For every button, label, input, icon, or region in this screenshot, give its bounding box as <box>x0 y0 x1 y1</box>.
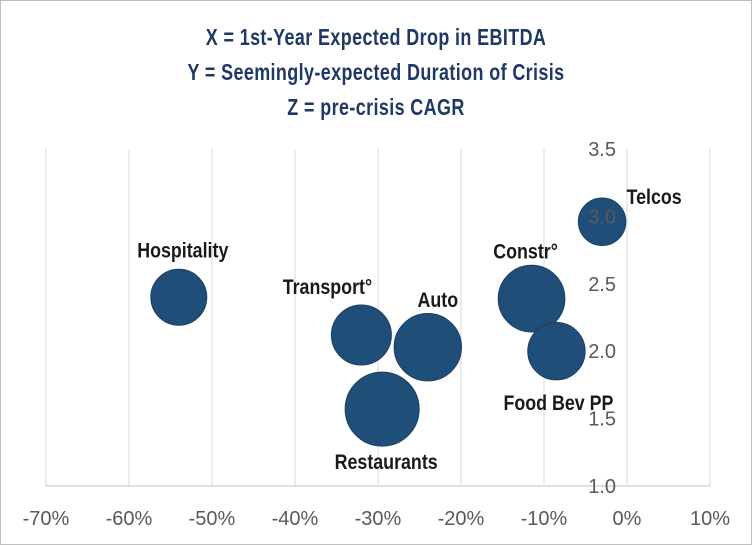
x-tick-label: -70% <box>23 508 70 530</box>
bubble-label: Hospitality <box>137 239 228 263</box>
y-tick-label: 3.0 <box>588 206 616 228</box>
y-axis-ticks: 1.0 1.5 2.0 2.5 3.0 3.5 <box>588 139 616 498</box>
y-tick-label: 1.0 <box>588 476 616 498</box>
bubble <box>577 197 627 247</box>
x-tick-label: -60% <box>106 508 153 530</box>
bubble <box>393 312 462 382</box>
bubble <box>330 304 392 366</box>
y-tick-label: 3.5 <box>588 139 616 161</box>
bubble <box>344 371 420 447</box>
x-tick-label: -40% <box>272 508 319 530</box>
bubble-label: Auto <box>417 289 458 313</box>
bubble <box>527 322 586 381</box>
bubble-label: Telcos <box>627 185 682 209</box>
y-tick-label: 2.0 <box>588 341 616 363</box>
bubble <box>497 264 566 333</box>
x-tick-label: 10% <box>690 508 730 530</box>
x-tick-label: -50% <box>189 508 236 530</box>
chart-title-line-1: X = 1st-Year Expected Drop in EBITDA <box>205 24 547 50</box>
x-axis-ticks: -70% -60% -50% -40% -30% -20% -10% 0% 10% <box>23 508 731 530</box>
x-tick-label: 0% <box>613 508 642 530</box>
bubble-label: Restaurants <box>335 451 438 475</box>
bubble <box>150 268 208 326</box>
x-tick-label: -20% <box>438 508 485 530</box>
x-tick-label: -30% <box>355 508 402 530</box>
x-tick-label: -10% <box>521 508 568 530</box>
y-tick-label: 2.5 <box>588 274 616 296</box>
bubble-label: Food Bev PP <box>503 392 613 416</box>
bubble-label: Constr° <box>493 240 558 264</box>
chart-title-line-3: Z = pre-crisis CAGR <box>287 94 465 120</box>
bubbles <box>150 197 627 447</box>
bubble-labels: Hospitality Transport° Auto Restaurants Cons… <box>137 185 682 474</box>
chart-title-line-2: Y = Seemingly-expected Duration of Crisi… <box>187 59 565 85</box>
bubble-label: Transport° <box>283 276 372 300</box>
y-tick-label: 1.5 <box>588 409 616 431</box>
